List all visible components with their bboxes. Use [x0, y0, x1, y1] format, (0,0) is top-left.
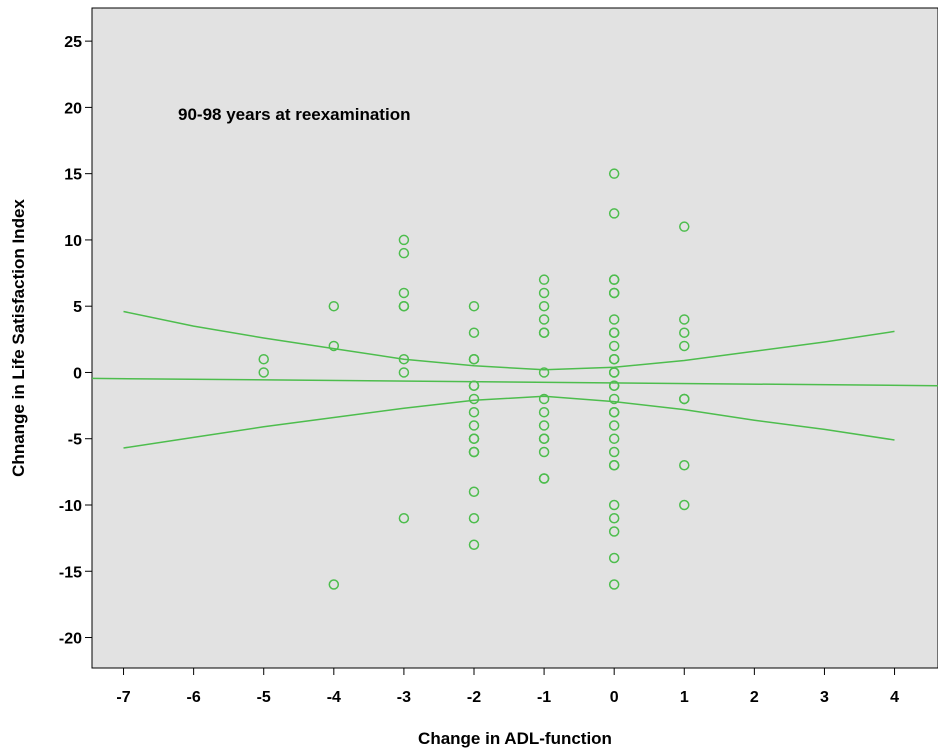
data-point: [608, 552, 620, 564]
x-tick-label: -6: [187, 689, 201, 706]
data-point: [468, 539, 480, 550]
x-tick-label: 0: [610, 689, 619, 706]
data-point: [608, 380, 620, 391]
data-point: [538, 473, 550, 484]
data-point: [679, 340, 690, 352]
x-tick-label: 3: [820, 689, 829, 706]
data-point: [468, 486, 480, 497]
data-point: [608, 340, 620, 352]
data-point: [538, 420, 550, 431]
y-tick-label: 25: [64, 34, 82, 51]
data-point: [538, 287, 550, 299]
y-tick-label: 20: [64, 100, 82, 117]
y-tick-label: -5: [68, 432, 82, 449]
ci-lower-line: [123, 395, 895, 449]
data-point: [608, 406, 620, 418]
data-point: [398, 300, 410, 312]
data-point: [538, 300, 550, 312]
data-point: [679, 221, 690, 232]
data-point: [608, 433, 620, 444]
data-point: [538, 314, 550, 325]
data-point: [468, 327, 480, 338]
data-point: [468, 420, 480, 431]
y-tick-label: 0: [73, 365, 82, 382]
data-point: [258, 353, 269, 365]
x-ticks: -7 -6 -5 -4 -3 -2 -1 0 1 2 3 4: [116, 668, 899, 706]
x-tick-label: 1: [680, 689, 689, 706]
data-point: [608, 512, 620, 524]
x-tick-label: -7: [116, 689, 130, 706]
ci-upper-line: [123, 310, 895, 371]
data-point: [679, 459, 690, 471]
x-tick-label: -4: [327, 689, 341, 706]
data-point: [608, 353, 620, 365]
data-point: [328, 579, 340, 590]
data-point: [538, 327, 550, 338]
plot-area: [91, 7, 938, 669]
data-point: [258, 367, 269, 378]
data-point: [468, 433, 480, 444]
y-tick-label: 15: [64, 167, 82, 184]
x-tick-label: 2: [750, 689, 759, 706]
data-point: [468, 353, 480, 365]
data-point: [679, 314, 690, 325]
data-point: [328, 340, 340, 352]
data-point: [468, 406, 480, 418]
x-tick-label: -3: [397, 689, 411, 706]
data-point: [608, 499, 620, 511]
data-point: [468, 393, 480, 405]
data-point: [468, 446, 480, 458]
axes: [91, 8, 938, 669]
data-point: [608, 393, 620, 405]
data-point: [608, 446, 620, 458]
data-point: [679, 327, 690, 338]
data-point: [608, 526, 620, 537]
x-tick-label: -1: [537, 689, 551, 706]
fit-lines: [91, 310, 938, 449]
y-tick-label: -10: [59, 498, 82, 515]
x-axis-label: Change in ADL-function: [418, 729, 612, 748]
data-point: [398, 234, 410, 246]
y-tick-label: -20: [59, 631, 82, 648]
data-point: [538, 406, 550, 418]
y-tick-label: 5: [73, 299, 82, 316]
data-point: [398, 287, 410, 299]
data-point: [468, 380, 480, 391]
data-point: [538, 274, 550, 285]
chart-annotation: 90-98 years at reexamination: [178, 105, 410, 124]
data-point: [538, 446, 550, 458]
y-tick-label: 10: [64, 233, 82, 250]
data-point: [679, 499, 690, 511]
data-points: [258, 168, 690, 590]
data-point: [608, 274, 620, 285]
x-tick-label: 4: [890, 689, 899, 706]
data-point: [608, 420, 620, 431]
data-point: [398, 353, 410, 365]
data-point: [538, 433, 550, 444]
data-point: [328, 300, 340, 312]
data-point: [608, 208, 620, 219]
x-tick-label: -2: [467, 689, 481, 706]
data-point: [608, 314, 620, 325]
y-axis-label: Chnange in Life Satisfaction Index: [9, 199, 28, 477]
data-point: [608, 579, 620, 590]
fit-line: [91, 377, 938, 387]
data-point: [468, 300, 480, 312]
data-point: [608, 168, 620, 179]
data-point: [398, 247, 410, 259]
data-point: [608, 327, 620, 338]
data-point: [398, 512, 410, 524]
data-point: [538, 393, 550, 405]
data-point: [608, 367, 620, 378]
data-point: [608, 287, 620, 299]
data-point: [398, 367, 410, 378]
data-point: [679, 393, 690, 405]
y-ticks: -20 -15 -10 -5 0 5 10 15 20 25: [59, 34, 92, 648]
x-tick-label: -5: [257, 689, 271, 706]
data-point: [538, 367, 550, 378]
data-point: [468, 512, 480, 524]
data-point: [608, 459, 620, 471]
y-tick-label: -15: [59, 564, 82, 581]
